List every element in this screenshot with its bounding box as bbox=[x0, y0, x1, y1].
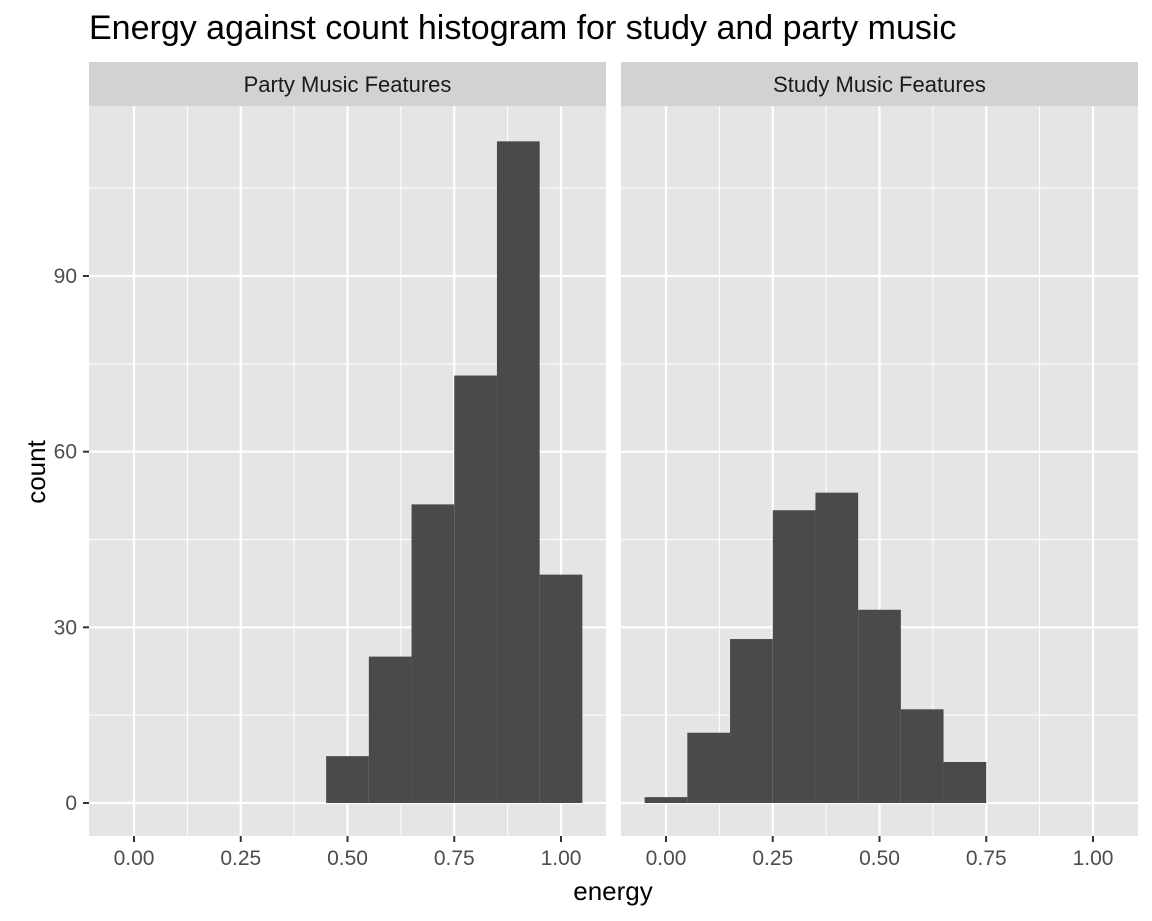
histogram-bar bbox=[815, 492, 859, 803]
x-axes: 0.00 0.25 0.50 0.75 1.00 0.00 0.25 0.50 0.75 1.00 bbox=[114, 836, 1114, 870]
x-axis-1: 0.00 0.25 0.50 0.75 1.00 bbox=[114, 836, 582, 870]
x-tick-label: 0.75 bbox=[434, 847, 475, 870]
y-axis: 0 30 60 90 bbox=[54, 265, 89, 815]
facet-panel-2: Study Music Features bbox=[621, 62, 1138, 836]
histogram-bar bbox=[454, 375, 497, 803]
histogram-bar bbox=[900, 709, 944, 803]
x-tick-label: 0.50 bbox=[327, 847, 368, 870]
histogram-bar bbox=[687, 732, 731, 803]
facet-strip bbox=[621, 62, 1138, 106]
facet-panels: Party Music Features Study Music Features bbox=[89, 62, 1138, 836]
x-tick-label: 0.25 bbox=[220, 847, 261, 870]
y-tick-label: 90 bbox=[54, 265, 77, 288]
y-tick-label: 60 bbox=[54, 441, 77, 464]
chart-title: Energy against count histogram for study… bbox=[89, 9, 956, 47]
histogram-bar bbox=[730, 639, 773, 803]
x-tick-label: 1.00 bbox=[541, 847, 582, 870]
x-tick-label: 0.00 bbox=[646, 847, 687, 870]
x-tick-label: 0.75 bbox=[966, 847, 1007, 870]
facet-strip-label: Party Music Features bbox=[244, 72, 452, 97]
x-tick-label: 0.50 bbox=[859, 847, 900, 870]
histogram-bar bbox=[858, 609, 901, 803]
x-tick-label: 0.25 bbox=[752, 847, 793, 870]
histogram-bar bbox=[411, 504, 455, 803]
y-axis-title: count bbox=[21, 439, 51, 503]
histogram-bar bbox=[772, 510, 816, 803]
y-tick-label: 30 bbox=[54, 616, 77, 639]
histogram-bar bbox=[368, 656, 412, 803]
x-axis-2: 0.00 0.25 0.50 0.75 1.00 bbox=[646, 836, 1114, 870]
x-tick-label: 0.00 bbox=[114, 847, 155, 870]
facet-strip-label: Study Music Features bbox=[773, 72, 986, 97]
histogram-bar bbox=[539, 574, 583, 803]
histogram-bar bbox=[496, 141, 540, 804]
x-axis-title: energy bbox=[573, 876, 653, 906]
x-tick-label: 1.00 bbox=[1073, 847, 1114, 870]
histogram-bar bbox=[943, 762, 987, 803]
histogram-bar bbox=[644, 797, 688, 803]
histogram-bar bbox=[326, 756, 369, 803]
facet-panel-1: Party Music Features bbox=[89, 62, 606, 836]
facet-strip bbox=[89, 62, 606, 106]
y-tick-label: 0 bbox=[65, 792, 77, 815]
